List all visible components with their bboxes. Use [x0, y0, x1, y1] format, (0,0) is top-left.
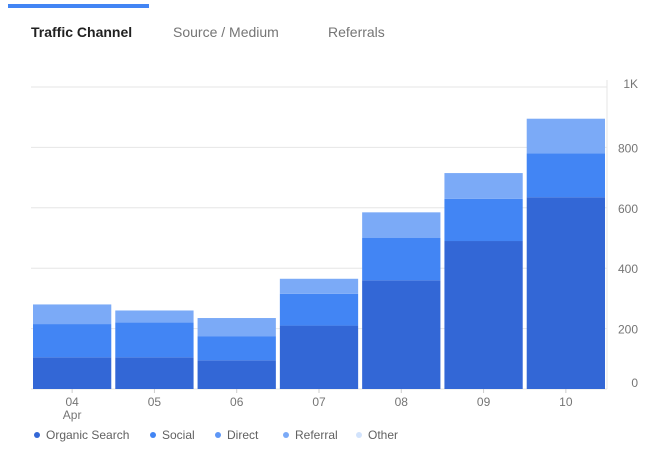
bar-segment [33, 324, 112, 358]
bar-segment [526, 153, 605, 198]
x-tick-label: 06 [230, 395, 244, 409]
bar-segment [526, 197, 605, 389]
bar-segment [197, 318, 276, 337]
bar-segment [526, 118, 605, 154]
bar-segment [197, 360, 276, 389]
tab-traffic-channel[interactable]: Traffic Channel [31, 24, 133, 40]
bar-segment [197, 336, 276, 361]
legend-dot-icon [356, 431, 362, 438]
legend-item-other[interactable]: Other [356, 428, 398, 442]
legend-label: Referral [295, 428, 338, 442]
legend-label: Direct [227, 428, 259, 442]
bar-segment [444, 198, 523, 242]
y-tick-label: 1K [623, 77, 638, 91]
bar-segment [115, 322, 194, 358]
bar-segment [279, 293, 359, 326]
bar-segment [362, 238, 441, 281]
legend-dot-icon [283, 431, 289, 438]
bar-segment [362, 280, 441, 389]
x-tick-label: 04 [65, 395, 79, 409]
y-tick-label: 800 [618, 141, 638, 155]
legend-item-organic-search[interactable]: Organic Search [34, 428, 129, 442]
x-tick-label: 10 [559, 395, 573, 409]
bar-segment [115, 357, 194, 389]
x-tick-label: 09 [477, 395, 491, 409]
tab-bar: Traffic Channel Source / Medium Referral… [0, 0, 666, 60]
tab-source-medium[interactable]: Source / Medium [173, 24, 279, 40]
y-tick-label: 600 [618, 202, 638, 216]
x-tick-label: 05 [148, 395, 162, 409]
legend-label: Other [368, 428, 399, 442]
x-tick-sublabel: Apr [63, 408, 82, 422]
bar-segment [33, 357, 112, 389]
legend-item-referral[interactable]: Referral [283, 428, 338, 442]
bar-segment [444, 241, 523, 389]
legend-dot-icon [215, 431, 221, 438]
y-tick-label: 200 [618, 323, 638, 337]
bar-segment [279, 325, 359, 389]
tab-referrals[interactable]: Referrals [328, 24, 385, 40]
x-tick-label: 08 [395, 395, 409, 409]
legend-dot-icon [34, 431, 40, 438]
bar-segment [362, 212, 441, 238]
bar-segment [444, 173, 523, 199]
legend-item-social[interactable]: Social [150, 428, 195, 442]
bar-segment [115, 310, 194, 323]
active-tab-indicator [8, 4, 149, 8]
legend-dot-icon [150, 431, 156, 438]
legend-label: Social [162, 428, 195, 442]
legend-item-direct[interactable]: Direct [215, 428, 258, 442]
x-tick-label: 07 [312, 395, 326, 409]
y-tick-label: 0 [631, 376, 638, 390]
y-tick-label: 400 [618, 262, 638, 276]
bar-segment [279, 278, 359, 294]
bar-segment [33, 304, 112, 325]
legend-label: Organic Search [46, 428, 130, 442]
